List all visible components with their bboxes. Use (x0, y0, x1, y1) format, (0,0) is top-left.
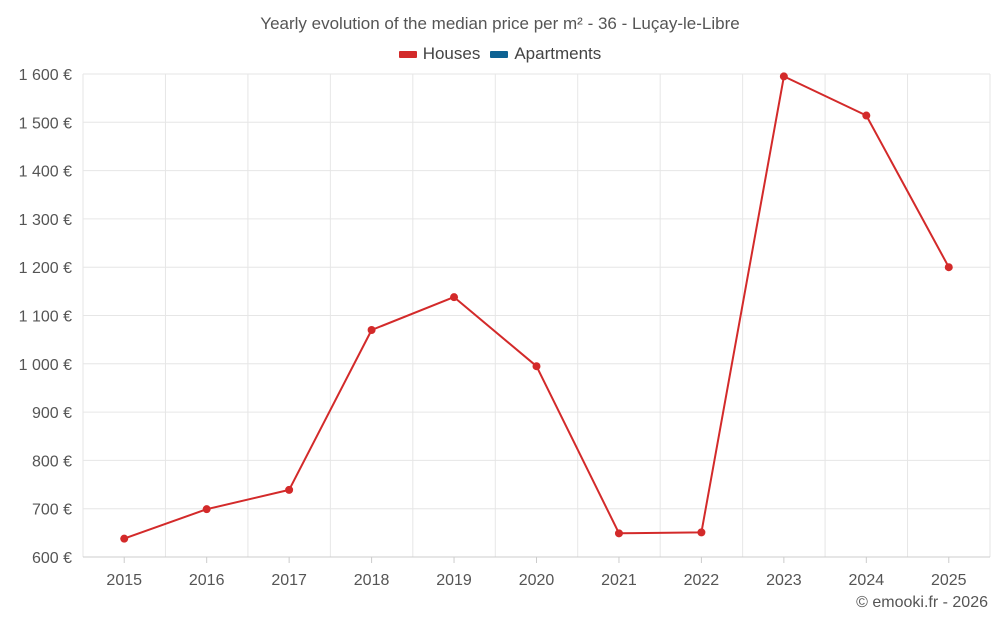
y-tick-label: 1 200 € (19, 260, 72, 277)
x-tick-label: 2025 (931, 572, 967, 589)
y-tick-label: 1 000 € (19, 357, 72, 374)
x-tick-label: 2019 (436, 572, 472, 589)
x-tick-label: 2018 (354, 572, 390, 589)
data-point (944, 263, 953, 272)
y-tick-label: 1 100 € (19, 309, 72, 326)
y-tick-label: 1 400 € (19, 164, 72, 181)
data-point (120, 534, 129, 543)
x-tick-label: 2022 (684, 572, 720, 589)
y-tick-label: 800 € (32, 453, 72, 470)
legend-swatch-apartments (490, 50, 509, 58)
y-tick-label: 1 500 € (19, 115, 72, 132)
y-tick-label: 700 € (32, 502, 72, 519)
x-tick-label: 2023 (766, 572, 802, 589)
data-point (367, 325, 376, 334)
x-tick-label: 2016 (189, 572, 225, 589)
legend-swatch-houses (398, 50, 417, 58)
credit-text: © emooki.fr - 2026 (856, 594, 988, 611)
legend: Houses Apartments (0, 44, 1000, 64)
legend-label-apartments: Apartments (514, 44, 602, 63)
data-point (450, 293, 459, 302)
x-tick-label: 2017 (271, 572, 307, 589)
legend-item-houses[interactable]: Houses (398, 44, 481, 64)
y-tick-label: 1 600 € (19, 67, 72, 84)
y-tick-label: 600 € (32, 550, 72, 567)
data-point (697, 528, 706, 537)
x-tick-label: 2024 (849, 572, 885, 589)
data-point (532, 362, 541, 371)
x-tick-label: 2020 (519, 572, 555, 589)
chart-title: Yearly evolution of the median price per… (260, 14, 740, 33)
data-point (614, 529, 623, 538)
legend-label-houses: Houses (422, 44, 481, 63)
y-tick-label: 1 300 € (19, 212, 72, 229)
x-tick-label: 2015 (106, 572, 142, 589)
y-tick-label: 900 € (32, 405, 72, 422)
data-point (862, 111, 871, 120)
x-tick-label: 2021 (601, 572, 637, 589)
data-point (202, 505, 211, 514)
data-point (285, 485, 294, 494)
data-point (779, 72, 788, 81)
legend-item-apartments[interactable]: Apartments (490, 44, 601, 64)
